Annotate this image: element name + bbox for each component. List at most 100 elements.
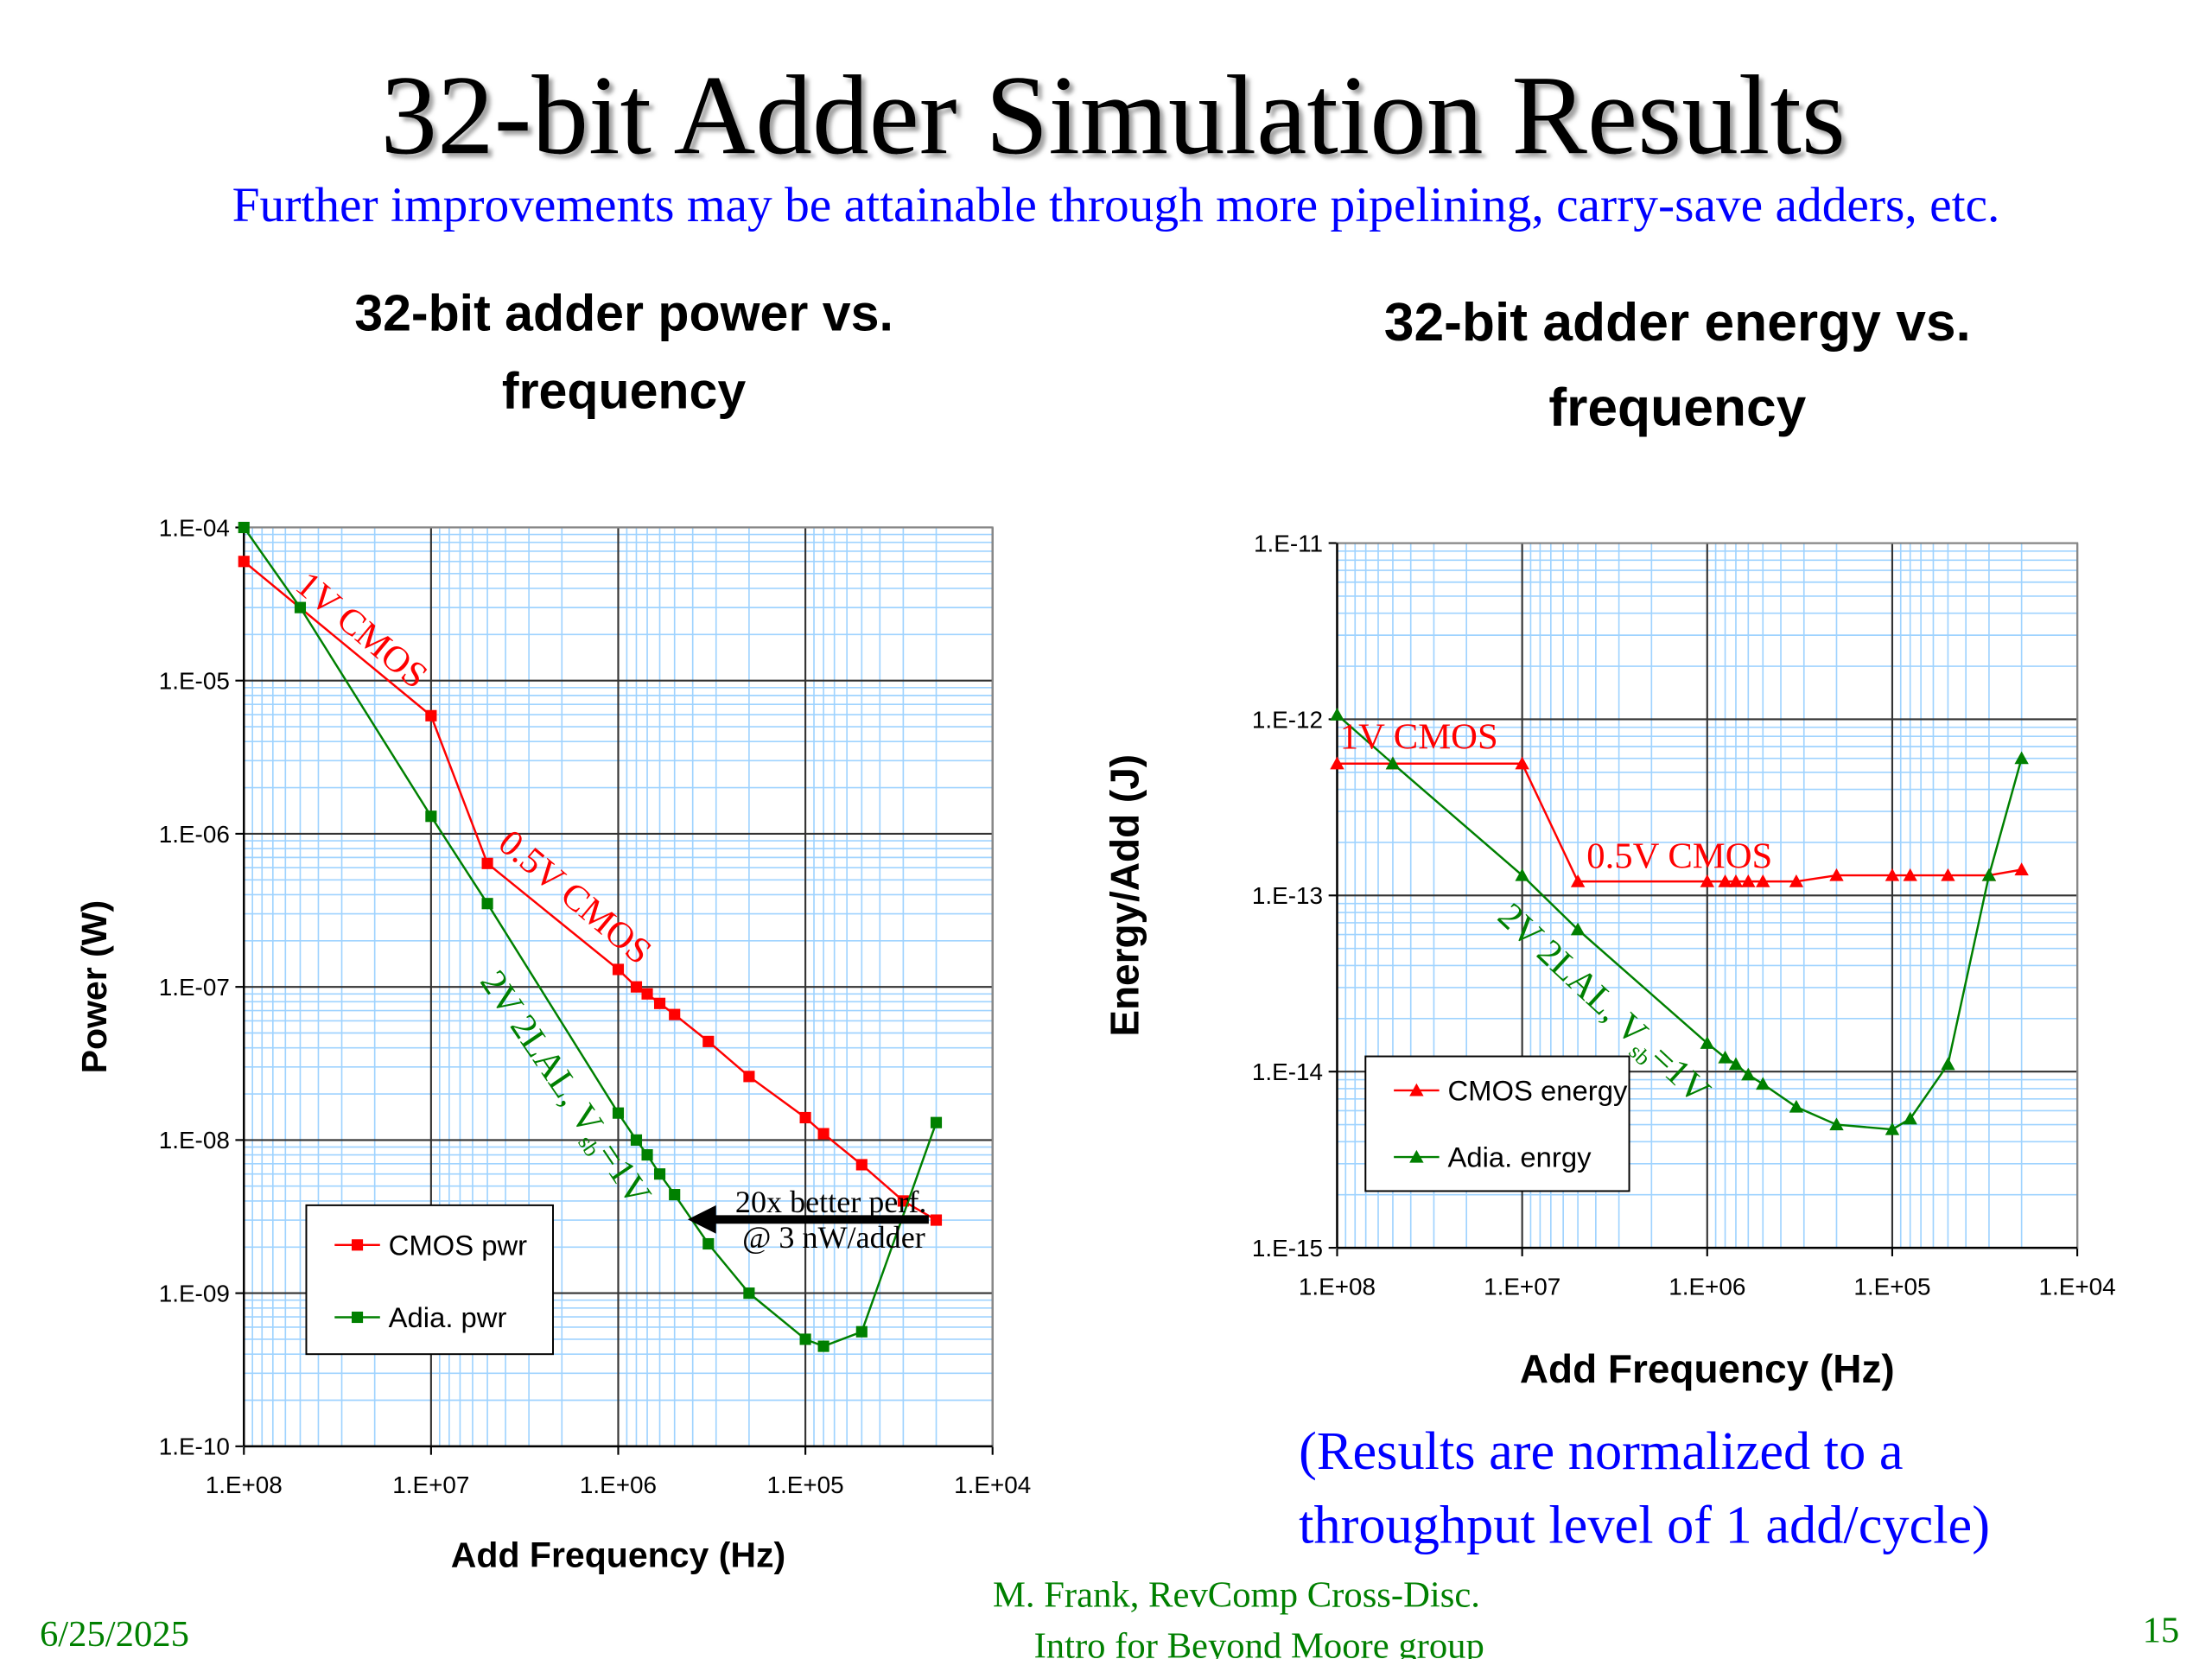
y-tick-label: 1.E-09: [159, 1280, 230, 1306]
data-point: [1941, 868, 1955, 881]
y-tick-label: 1.E-07: [159, 974, 230, 1001]
data-point: [1829, 868, 1844, 881]
annotation-text: 0.5V CMOS: [1586, 836, 1772, 876]
data-point: [1515, 756, 1529, 770]
data-point: [630, 1134, 643, 1146]
legend-marker: [1409, 1149, 1424, 1163]
data-point: [1728, 1057, 1744, 1071]
x-tick-label: 1.E+07: [392, 1471, 469, 1498]
data-point: [1941, 1057, 1955, 1071]
data-point: [1756, 874, 1770, 887]
data-point: [1756, 1077, 1770, 1090]
x-tick-label: 1.E+06: [1669, 1273, 1745, 1300]
data-point: [641, 1148, 653, 1161]
footer-author: M. Frank, RevComp Cross-Disc.: [993, 1574, 1480, 1615]
data-point: [930, 1116, 943, 1128]
data-point: [2014, 862, 2029, 876]
x-tick-label: 1.E+08: [1299, 1273, 1376, 1300]
data-point: [1741, 1067, 1756, 1081]
data-point: [1789, 1099, 1804, 1113]
data-point: [669, 1008, 681, 1020]
data-point: [1700, 874, 1714, 887]
data-point: [1741, 874, 1756, 887]
data-point: [612, 1107, 625, 1119]
note-line: (Results are normalized to a: [1299, 1421, 1903, 1481]
chart: 32-bit adder energy vs. frequency 1.E+08 1.…: [1103, 293, 2116, 1391]
x-axis-label: Add Frequency (Hz): [451, 1535, 785, 1574]
data-point: [1570, 874, 1586, 887]
note-line: throughput level of 1 add/cycle): [1299, 1495, 1990, 1554]
data-point: [743, 1287, 755, 1300]
data-point: [653, 997, 666, 1009]
data-point: [743, 1071, 755, 1083]
data-point: [855, 1325, 868, 1338]
y-tick-label: 1.E-10: [159, 1433, 230, 1460]
legend-label: Adia. pwr: [389, 1301, 507, 1333]
annotation: @ 3 nW/adder: [742, 1220, 925, 1255]
data-point: [702, 1035, 715, 1047]
data-point: [1385, 756, 1401, 770]
x-tick-label: 1.E+06: [580, 1471, 657, 1498]
data-point: [630, 981, 643, 993]
chart: 32-bit adder power vs. frequency 1.E+08 1.E…: [74, 284, 1031, 1574]
y-tick-label: 1.E-12: [1252, 706, 1323, 733]
page-number: 15: [2143, 1610, 2180, 1650]
data-point: [1718, 1050, 1732, 1064]
data-point: [1330, 708, 1344, 721]
annotation: 0.5V CMOS: [1586, 836, 1772, 876]
annotation-text: 20x better perf.: [735, 1185, 926, 1219]
y-tick-label: 1.E-05: [159, 668, 230, 695]
y-tick-label: 1.E-14: [1252, 1058, 1323, 1085]
y-tick-label: 1.E-04: [159, 514, 230, 541]
x-tick-label: 1.E+08: [206, 1471, 283, 1498]
y-tick-label: 1.E-11: [1254, 530, 1323, 556]
legend-label: CMOS energy: [1447, 1074, 1627, 1106]
data-point: [1330, 756, 1344, 770]
y-axis-label: Energy/Add (J): [1103, 754, 1147, 1037]
data-point: [1700, 1036, 1714, 1049]
data-point: [799, 1111, 811, 1124]
y-tick-label: 1.E-15: [1252, 1235, 1323, 1262]
data-point: [653, 1168, 666, 1180]
legend-marker: [1409, 1083, 1424, 1096]
data-point: [669, 1189, 681, 1201]
legend-box: [305, 1204, 554, 1356]
data-point: [702, 1237, 715, 1250]
data-point: [1728, 874, 1744, 887]
chart-title: frequency: [502, 363, 746, 420]
data-point: [2014, 751, 2029, 765]
legend-marker: [351, 1239, 364, 1251]
footer-author: Intro for Beyond Moore group: [1034, 1625, 1484, 1659]
data-point: [1885, 868, 1900, 881]
legend-box: [1364, 1055, 1630, 1192]
y-tick-label: 1.E-08: [159, 1127, 230, 1154]
data-point: [1903, 868, 1917, 881]
x-tick-label: 1.E+04: [2039, 1273, 2116, 1300]
data-point: [425, 709, 437, 721]
series-line: [1337, 762, 2022, 883]
annotation-arrowhead: [687, 1205, 716, 1234]
annotation: 20x better perf.: [735, 1185, 926, 1219]
data-point: [1570, 922, 1586, 936]
data-point: [238, 556, 250, 568]
x-tick-label: 1.E+05: [767, 1471, 844, 1498]
y-axis-label: Power (W): [74, 900, 114, 1074]
data-point: [817, 1340, 830, 1352]
chart-title: frequency: [1548, 378, 1806, 437]
data-point: [855, 1159, 868, 1171]
y-tick-label: 1.E-06: [159, 821, 230, 848]
annotation-text: @ 3 nW/adder: [742, 1220, 925, 1255]
footer-date: 6/25/2025: [40, 1614, 189, 1655]
chart-title: 32-bit adder power vs.: [354, 284, 893, 341]
data-point: [817, 1128, 830, 1140]
slide-subtitle: Further improvements may be attainable t…: [232, 178, 2000, 232]
data-point: [1981, 868, 1997, 881]
data-point: [425, 810, 437, 823]
x-tick-label: 1.E+05: [1853, 1273, 1930, 1300]
data-point: [930, 1214, 943, 1226]
annotation: 1V CMOS: [1340, 716, 1498, 757]
data-point: [481, 898, 493, 910]
data-point: [1903, 1111, 1917, 1125]
x-axis-label: Add Frequency (Hz): [1520, 1346, 1895, 1391]
